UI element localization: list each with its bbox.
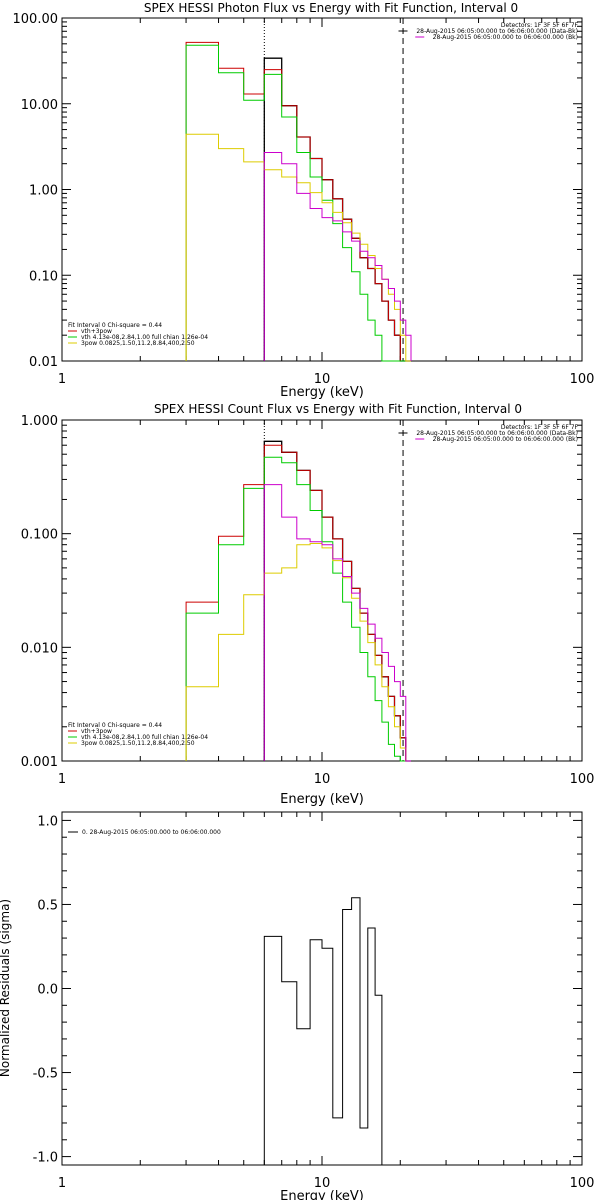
count-flux-x-tick-label: 10 (314, 772, 331, 787)
count-flux-legend-entry: Fit Interval 0 Chi-square = 0.44 (68, 722, 162, 729)
photon-flux-series-3 (185, 133, 411, 362)
count-flux-series-1 (185, 444, 411, 762)
count-flux-fit-legend: Fit Interval 0 Chi-square = 0.44vth+3pow… (68, 722, 208, 747)
count-flux-legend-entry: vth+3pow (81, 728, 112, 735)
photon-flux-series-2 (185, 44, 411, 362)
photon-flux-y-tick-label: 0.01 (29, 355, 58, 370)
residuals-y-tick-label: 1.0 (37, 814, 58, 829)
residuals-x-tick-label: 10 (314, 1176, 331, 1191)
count-flux-legend-entry: Detectors: 1F 3F 5F 6F 7F (501, 424, 579, 431)
count-flux-y-tick-label: 1.000 (21, 414, 58, 429)
photon-flux-panel: SPEX HESSI Photon Flux vs Energy with Fi… (13, 1, 595, 400)
count-flux-x-tick-label: 100 (570, 772, 595, 787)
photon-flux-ticks: 1 10 100 0.01 0.10 1.00 10.00 100.00 (13, 12, 595, 387)
count-flux-plot-area (61, 419, 583, 762)
count-flux-series-4 (263, 484, 411, 762)
photon-flux-legend-entry: vth 4.13e-08,2.84,1.00 full chian 1.26e-… (81, 334, 208, 341)
count-flux-panel: SPEX HESSI Count Flux vs Energy with Fit… (21, 402, 595, 807)
residuals-y-tick-label: -1.0 (33, 1151, 58, 1166)
count-flux-series (185, 440, 411, 762)
count-flux-legend-entry: 28-Aug-2015 06:05:00.000 to 06:06:00.000… (433, 436, 578, 443)
photon-flux-title: SPEX HESSI Photon Flux vs Energy with Fi… (144, 1, 518, 15)
photon-flux-fit-legend: Fit Interval 0 Chi-square = 0.44vth+3pow… (68, 322, 208, 347)
residuals-x-axis-label: Energy (keV) (280, 1189, 364, 1200)
photon-flux-x-tick-label: 100 (570, 372, 595, 387)
photon-flux-series-1 (185, 41, 411, 362)
residuals-series (263, 897, 401, 1166)
residuals-y-tick-label: -0.5 (33, 1067, 58, 1082)
residuals-x-tick-label: 1 (58, 1176, 66, 1191)
photon-flux-y-tick-label: 1.00 (29, 184, 58, 199)
photon-flux-legend-entry: 28-Aug-2015 06:05:00.000 to 06:06:00.000… (416, 28, 578, 35)
count-flux-y-tick-label: 0.100 (21, 528, 58, 543)
count-flux-legend-entry: 28-Aug-2015 06:05:00.000 to 06:06:00.000… (416, 430, 578, 437)
photon-flux-legend-entry: 28-Aug-2015 06:05:00.000 to 06:06:00.000… (433, 34, 578, 41)
count-flux-title: SPEX HESSI Count Flux vs Energy with Fit… (154, 402, 522, 416)
count-flux-y-tick-label: 0.010 (21, 641, 58, 656)
photon-flux-legend-entry: 3pow 0.0825,1.50,11.2,8.84,400,2.50 (81, 340, 195, 347)
residuals-panel: 1 10 100 -1.0 -0.5 0.0 0.5 1.0 0. 28-Aug-2015 0… (0, 811, 595, 1200)
count-flux-series-0 (263, 440, 411, 762)
photon-flux-y-tick-label: 0.10 (29, 269, 58, 284)
residuals-plot-area (61, 811, 583, 1166)
count-flux-ticks: 1 10 100 0.001 0.010 0.100 1.000 (21, 414, 595, 787)
photon-flux-series-0 (263, 57, 411, 362)
count-flux-x-axis-label: Energy (keV) (280, 792, 364, 807)
photon-flux-reference-lines (263, 18, 404, 361)
residuals-legend: 0. 28-Aug-2015 06:05:00.000 to 06:06:00.… (68, 829, 221, 836)
residuals-y-tick-label: 0.5 (37, 898, 58, 913)
count-flux-legend-entry: 3pow 0.0825,1.50,11.2,8.84,400,2.50 (81, 740, 195, 747)
photon-flux-legend-entry: Fit Interval 0 Chi-square = 0.44 (68, 322, 162, 329)
photon-flux-y-tick-label: 100.00 (13, 12, 59, 27)
count-flux-x-tick-label: 1 (58, 772, 66, 787)
photon-flux-x-axis-label: Energy (keV) (280, 385, 364, 400)
residuals-y-axis-label: Normalized Residuals (sigma) (0, 899, 12, 1077)
count-flux-series-3 (185, 543, 411, 762)
residuals-x-tick-label: 100 (570, 1176, 595, 1191)
count-flux-legend-entry: vth 4.13e-08,2.84,1.00 full chian 1.26e-… (81, 734, 208, 741)
photon-flux-legend-entry: vth+3pow (81, 328, 112, 335)
residuals-ticks: 1 10 100 -1.0 -0.5 0.0 0.5 1.0 (33, 812, 595, 1191)
count-flux-y-tick-label: 0.001 (21, 755, 58, 770)
residuals-series-0 (263, 897, 401, 1166)
photon-flux-x-tick-label: 1 (58, 372, 66, 387)
residuals-y-tick-label: 0.0 (37, 983, 58, 998)
photon-flux-x-tick-label: 10 (314, 372, 331, 387)
count-flux-series-2 (185, 456, 411, 762)
photon-flux-y-tick-label: 10.00 (21, 98, 58, 113)
photon-flux-series-4 (263, 152, 412, 361)
photon-flux-series (185, 41, 412, 362)
residuals-legend-entry: 0. 28-Aug-2015 06:05:00.000 to 06:06:00.… (82, 829, 221, 836)
photon-flux-legend-entry: Detectors: 1F 3F 5F 6F 7F (501, 22, 579, 29)
